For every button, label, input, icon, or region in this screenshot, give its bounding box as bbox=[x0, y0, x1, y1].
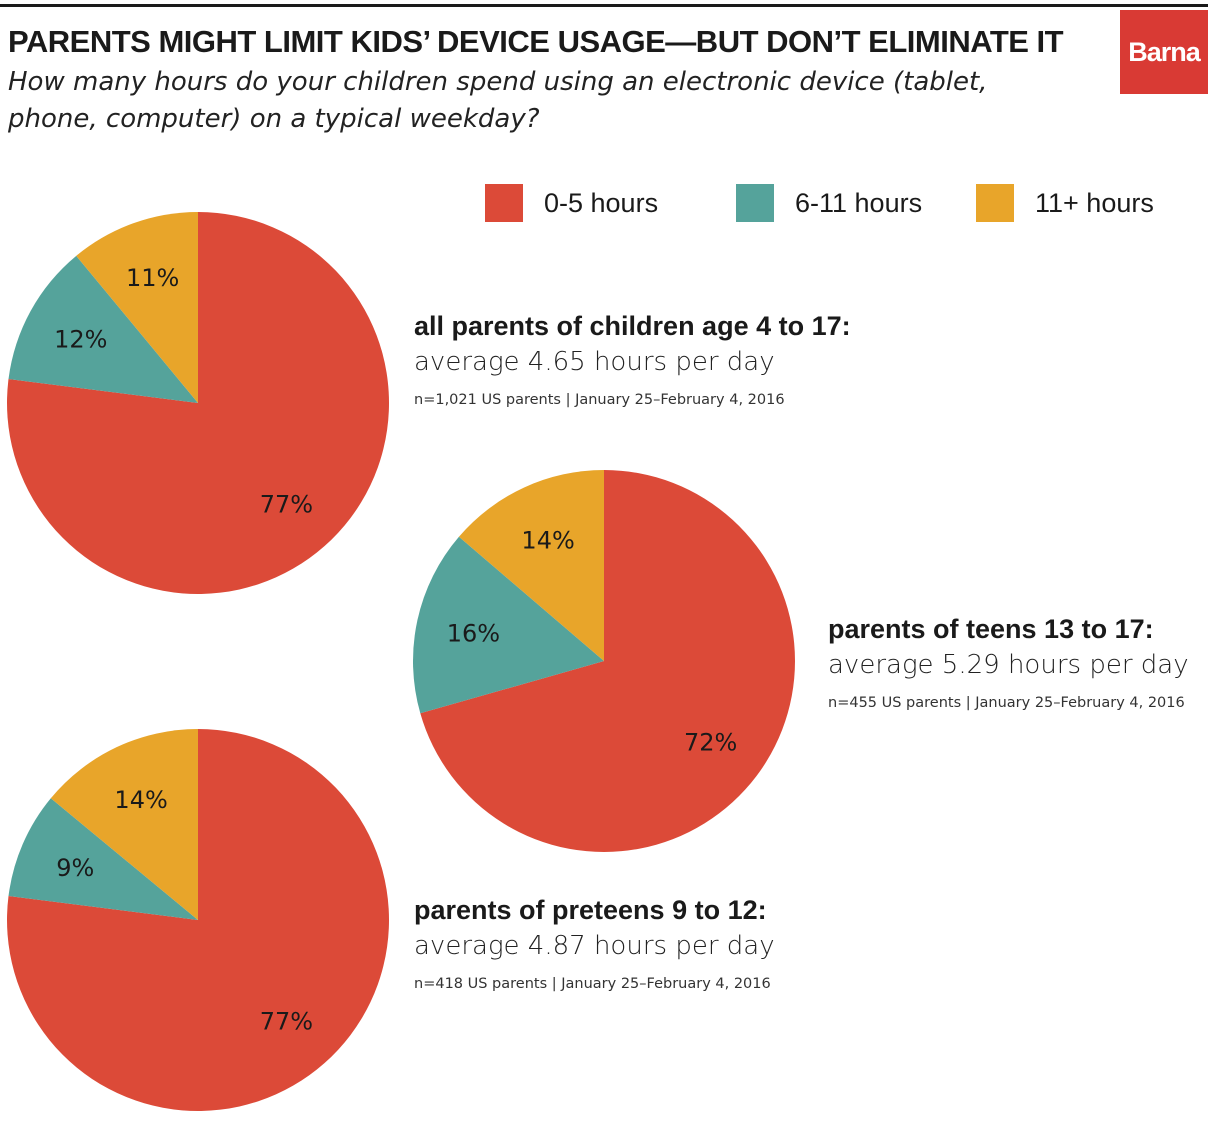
average-preteens: average 4.87 hours per day bbox=[414, 931, 775, 961]
pie-label-all-parents-11-plus-hours: 11% bbox=[126, 264, 179, 292]
barna-logo: Barna bbox=[1120, 10, 1208, 94]
pie-slice-all-parents-0-5-hours bbox=[7, 212, 390, 594]
pie-slice-all-parents-11-plus-hours bbox=[76, 211, 198, 403]
pie-label-all-parents-6-11-hours: 12% bbox=[54, 326, 107, 354]
legend-item-11-plus-hours: 11+ hours bbox=[976, 184, 1154, 222]
sample-note-preteens: n=418 US parents | January 25–February 4… bbox=[414, 976, 771, 992]
average-all-parents: average 4.65 hours per day bbox=[414, 347, 775, 377]
legend-label-0-5-hours: 0-5 hours bbox=[544, 187, 659, 218]
pie-label-all-parents-0-5-hours: 77% bbox=[260, 490, 313, 518]
annotation-preteens: parents of preteens 9 to 12: average 4.8… bbox=[414, 893, 775, 993]
pie-preteens: 77% 9% 14% bbox=[7, 729, 390, 1111]
pie-slice-teens-6-11-hours bbox=[412, 536, 604, 714]
pie-slice-preteens-0-5-hours bbox=[7, 729, 390, 1111]
pie-label-teens-11-plus-hours: 14% bbox=[521, 527, 574, 555]
pie-slice-preteens-11-plus-hours bbox=[50, 729, 198, 920]
group-label-teens: parents of teens 13 to 17: bbox=[828, 614, 1154, 644]
legend-swatch-6-11-hours bbox=[736, 184, 774, 222]
sample-note-all-parents: n=1,021 US parents | January 25–February… bbox=[414, 392, 785, 408]
legend-item-6-11-hours: 6-11 hours bbox=[736, 184, 922, 222]
pie-all-parents: 77% 12% 11% bbox=[7, 211, 390, 594]
pie-slice-teens-11-plus-hours bbox=[458, 470, 604, 661]
chart-subtitle: How many hours do your children spend us… bbox=[8, 67, 988, 134]
annotation-all-parents: all parents of children age 4 to 17: ave… bbox=[414, 309, 851, 409]
sample-note-teens: n=455 US parents | January 25–February 4… bbox=[828, 695, 1185, 711]
legend-item-0-5-hours: 0-5 hours bbox=[485, 184, 658, 222]
pie-label-teens-6-11-hours: 16% bbox=[447, 619, 500, 647]
pie-teens: 72% 16% 14% bbox=[412, 470, 795, 852]
chart-title: PARENTS MIGHT LIMIT KIDS’ DEVICE USAGE—B… bbox=[8, 24, 1064, 59]
pie-slice-preteens-6-11-hours bbox=[8, 798, 199, 920]
legend-label-6-11-hours: 6-11 hours bbox=[795, 187, 923, 218]
pie-label-teens-0-5-hours: 72% bbox=[684, 729, 737, 757]
pie-label-preteens-11-plus-hours: 14% bbox=[114, 786, 167, 814]
average-teens: average 5.29 hours per day bbox=[828, 650, 1189, 680]
legend: 0-5 hours 6-11 hours 11+ hours bbox=[0, 184, 1208, 226]
legend-swatch-11-plus-hours bbox=[976, 184, 1014, 222]
legend-label-11-plus-hours: 11+ hours bbox=[1035, 187, 1154, 218]
group-label-preteens: parents of preteens 9 to 12: bbox=[414, 895, 767, 925]
pie-label-preteens-0-5-hours: 77% bbox=[260, 1007, 313, 1035]
annotation-teens: parents of teens 13 to 17: average 5.29 … bbox=[828, 612, 1189, 712]
pie-slice-teens-0-5-hours bbox=[420, 470, 795, 852]
group-label-all-parents: all parents of children age 4 to 17: bbox=[414, 311, 851, 341]
pie-slice-all-parents-6-11-hours bbox=[8, 255, 199, 403]
legend-swatch-0-5-hours bbox=[485, 184, 523, 222]
pie-label-preteens-6-11-hours: 9% bbox=[56, 854, 94, 882]
top-rule bbox=[0, 4, 1208, 7]
